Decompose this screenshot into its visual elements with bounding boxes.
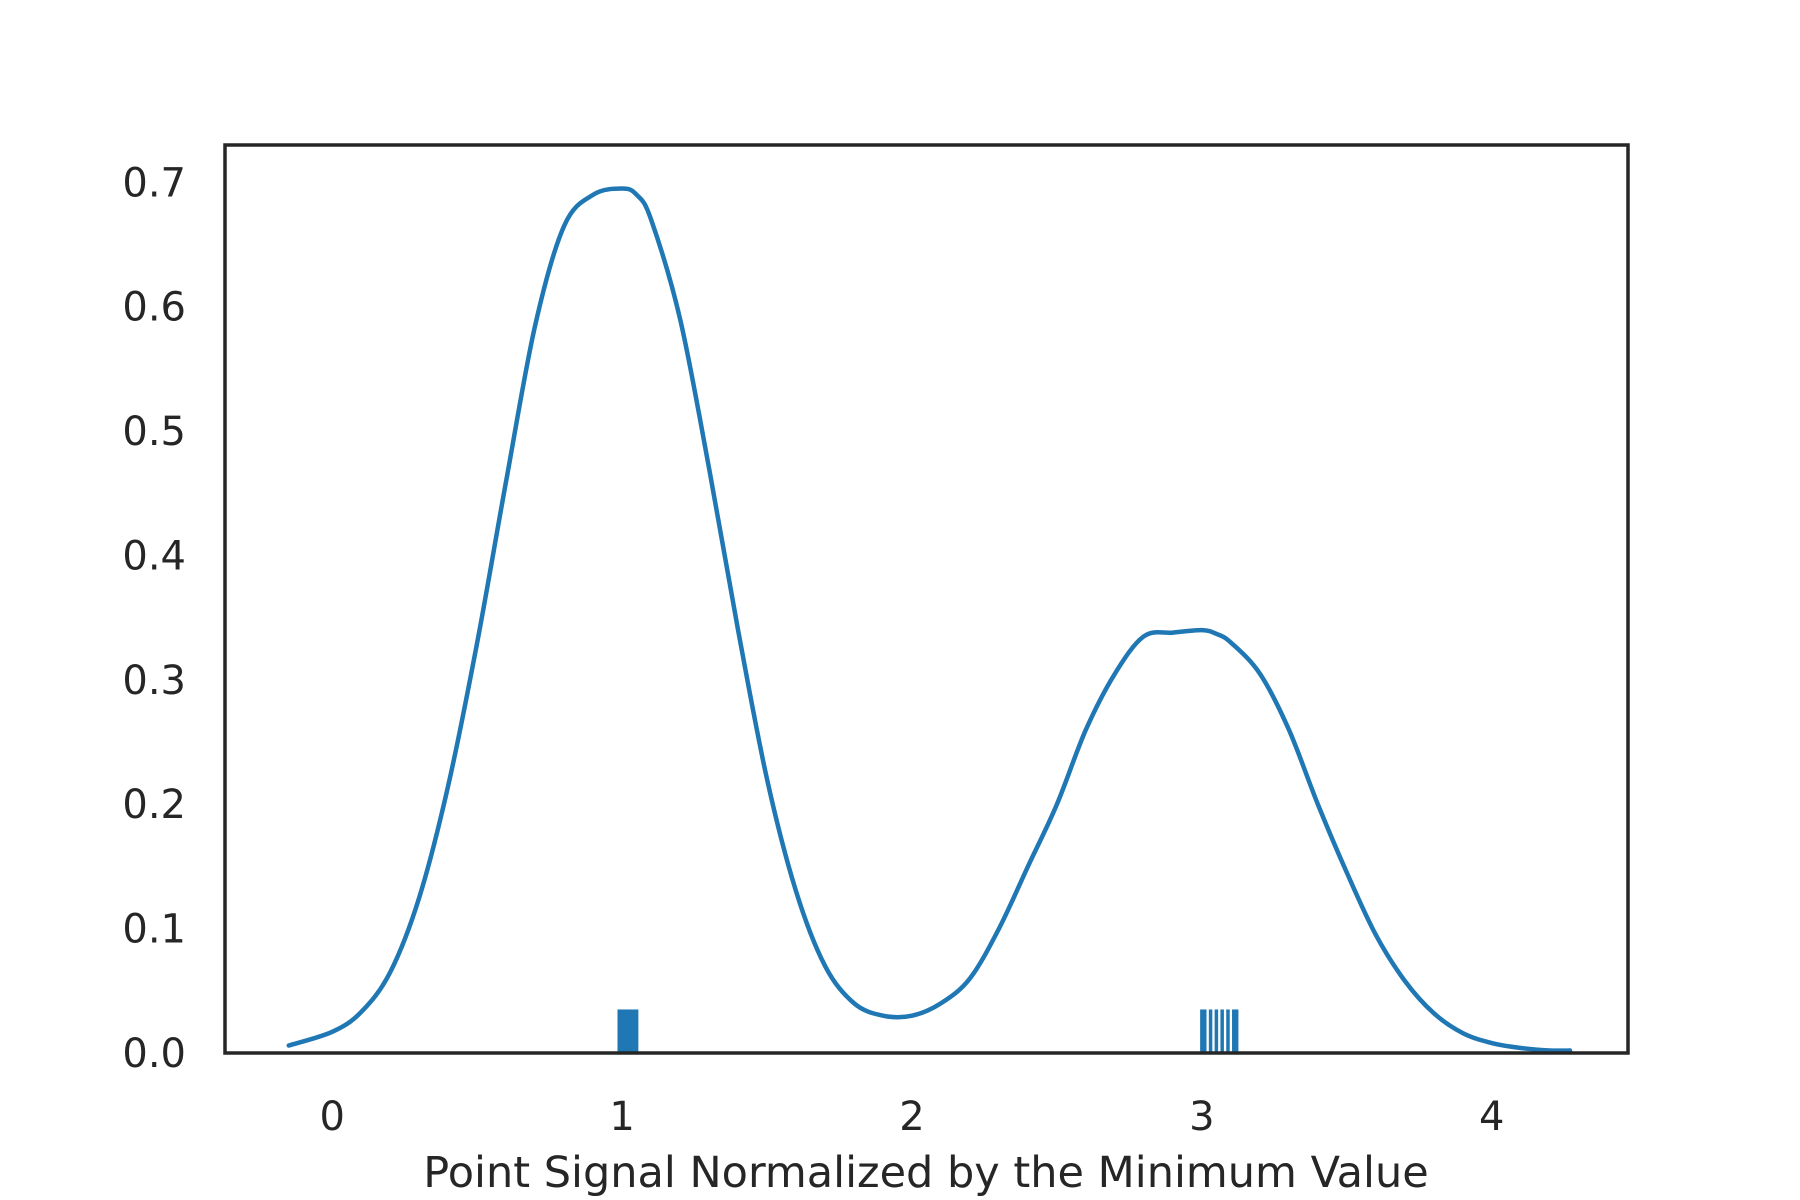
y-tick-label-3: 0.3	[122, 658, 186, 704]
x-axis-label: Point Signal Normalized by the Minimum V…	[423, 1148, 1428, 1198]
y-tick-label-4: 0.4	[122, 533, 186, 579]
x-tick-label-1: 1	[609, 1094, 634, 1140]
y-tick-label-5: 0.5	[122, 409, 186, 455]
y-tick-label-7: 0.7	[122, 160, 186, 206]
x-tick-label-3: 3	[1189, 1094, 1214, 1140]
y-tick-label-2: 0.2	[122, 782, 186, 828]
y-tick-labels: 0.0 0.1 0.2 0.3 0.4 0.5 0.6 0.7	[122, 160, 186, 1077]
x-tick-label-2: 2	[899, 1094, 924, 1140]
x-tick-labels: 0 1 2 3 4	[320, 1094, 1505, 1140]
y-tick-label-0: 0.0	[122, 1031, 186, 1077]
x-tick-label-4: 4	[1479, 1094, 1504, 1140]
x-tick-label-0: 0	[320, 1094, 345, 1140]
kde-curve-line-0	[286, 186, 1573, 1053]
y-tick-label-1: 0.1	[122, 907, 186, 953]
y-tick-label-6: 0.6	[122, 285, 186, 331]
rug-layer	[617, 1009, 1239, 1053]
curve-layer	[286, 186, 1573, 1053]
axes-frame	[223, 143, 1630, 1055]
